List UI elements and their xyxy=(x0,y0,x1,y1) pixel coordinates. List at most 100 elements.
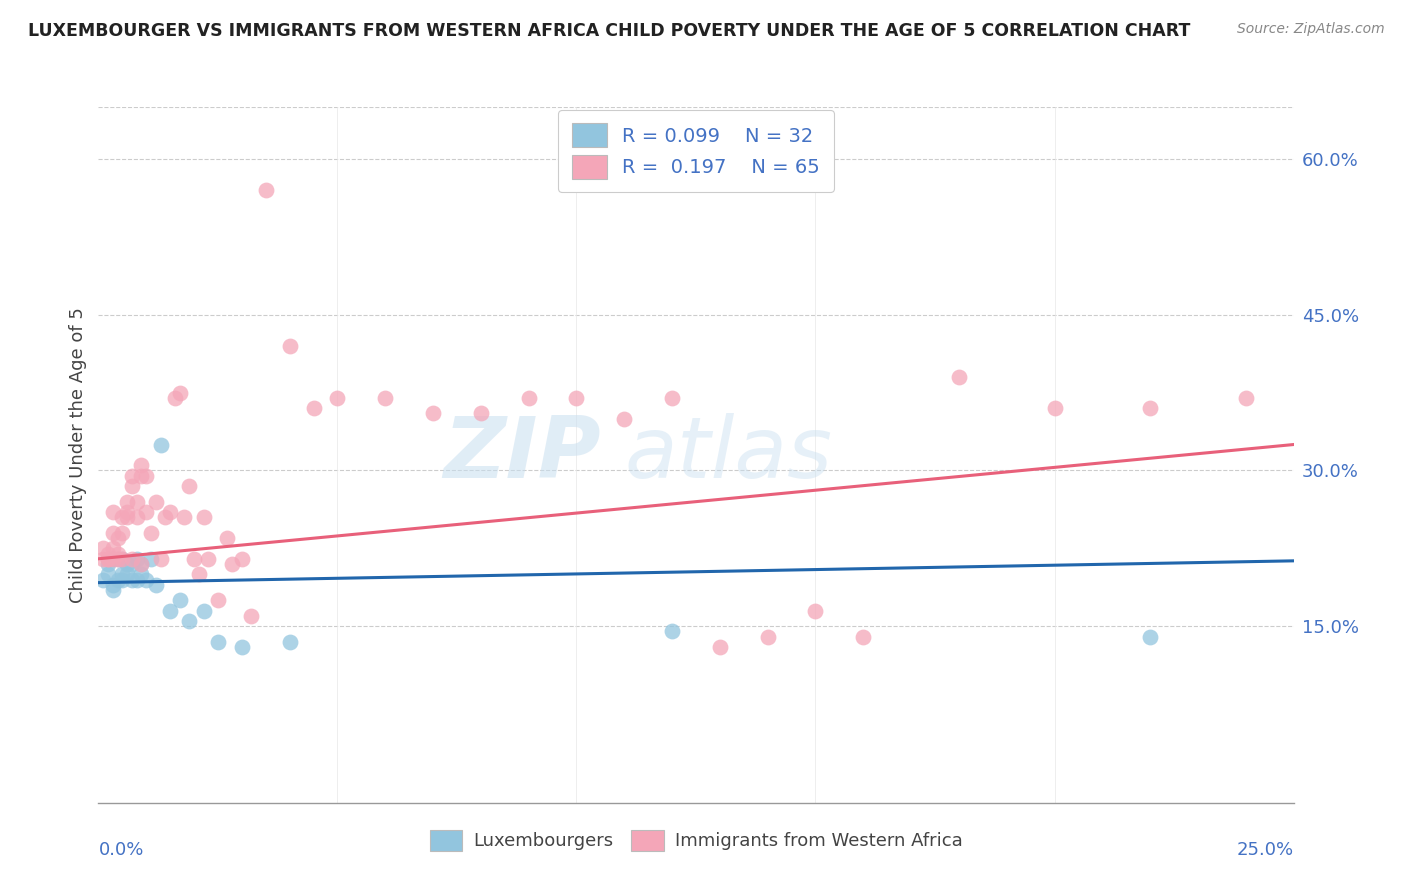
Point xyxy=(111,573,134,587)
Point xyxy=(1139,401,1161,416)
Point xyxy=(374,391,396,405)
Point xyxy=(1139,630,1161,644)
Point xyxy=(125,551,148,566)
Point xyxy=(163,391,186,405)
Point xyxy=(115,567,138,582)
Point xyxy=(91,551,114,566)
Point xyxy=(101,541,124,556)
Point xyxy=(107,573,129,587)
Point xyxy=(131,458,153,473)
Point xyxy=(231,640,253,654)
Point xyxy=(135,505,157,519)
Point xyxy=(159,604,181,618)
Point xyxy=(101,551,124,566)
Point xyxy=(131,557,153,571)
Point xyxy=(240,608,263,623)
Point xyxy=(207,635,229,649)
Point xyxy=(231,551,253,566)
Point xyxy=(91,541,114,556)
Point xyxy=(131,557,153,571)
Point xyxy=(101,505,124,519)
Point xyxy=(193,510,215,524)
Point xyxy=(145,494,167,508)
Point xyxy=(517,391,540,405)
Point xyxy=(111,510,134,524)
Point xyxy=(125,494,148,508)
Point xyxy=(565,391,588,405)
Point xyxy=(111,551,134,566)
Point xyxy=(193,604,215,618)
Point xyxy=(145,578,167,592)
Point xyxy=(179,614,201,628)
Point xyxy=(121,573,143,587)
Point xyxy=(101,525,124,540)
Point xyxy=(139,551,162,566)
Point xyxy=(278,635,301,649)
Y-axis label: Child Poverty Under the Age of 5: Child Poverty Under the Age of 5 xyxy=(69,307,87,603)
Point xyxy=(107,551,129,566)
Point xyxy=(173,510,195,524)
Point xyxy=(101,582,124,597)
Point xyxy=(121,479,143,493)
Point xyxy=(107,531,129,545)
Point xyxy=(115,505,138,519)
Point xyxy=(197,551,219,566)
Point xyxy=(115,557,138,571)
Point xyxy=(183,551,205,566)
Point xyxy=(111,551,134,566)
Point xyxy=(111,567,134,582)
Point xyxy=(149,551,172,566)
Point xyxy=(121,468,143,483)
Point xyxy=(948,370,970,384)
Point xyxy=(107,551,129,566)
Point xyxy=(115,494,138,508)
Point xyxy=(661,391,683,405)
Text: 25.0%: 25.0% xyxy=(1236,841,1294,859)
Point xyxy=(97,551,120,566)
Point xyxy=(159,505,181,519)
Point xyxy=(125,510,148,524)
Point xyxy=(149,437,172,451)
Point xyxy=(131,468,153,483)
Text: LUXEMBOURGER VS IMMIGRANTS FROM WESTERN AFRICA CHILD POVERTY UNDER THE AGE OF 5 : LUXEMBOURGER VS IMMIGRANTS FROM WESTERN … xyxy=(28,22,1191,40)
Text: ZIP: ZIP xyxy=(443,413,600,497)
Point xyxy=(852,630,875,644)
Point xyxy=(326,391,349,405)
Point xyxy=(131,567,153,582)
Point xyxy=(91,573,114,587)
Point xyxy=(1234,391,1257,405)
Point xyxy=(661,624,683,639)
Point xyxy=(97,567,120,582)
Point xyxy=(135,573,157,587)
Point xyxy=(217,531,239,545)
Point xyxy=(756,630,779,644)
Point xyxy=(302,401,325,416)
Point xyxy=(139,525,162,540)
Text: 0.0%: 0.0% xyxy=(98,841,143,859)
Point xyxy=(187,567,209,582)
Point xyxy=(125,573,148,587)
Point xyxy=(155,510,177,524)
Point xyxy=(278,339,301,353)
Point xyxy=(97,551,120,566)
Point xyxy=(470,406,492,420)
Point xyxy=(254,183,277,197)
Legend: Luxembourgers, Immigrants from Western Africa: Luxembourgers, Immigrants from Western A… xyxy=(420,821,972,860)
Point xyxy=(169,385,191,400)
Point xyxy=(111,525,134,540)
Point xyxy=(804,604,827,618)
Point xyxy=(97,557,120,571)
Point xyxy=(107,547,129,561)
Point xyxy=(115,510,138,524)
Point xyxy=(121,551,143,566)
Point xyxy=(101,551,124,566)
Point xyxy=(613,411,636,425)
Point xyxy=(135,468,157,483)
Text: atlas: atlas xyxy=(624,413,832,497)
Point xyxy=(169,593,191,607)
Point xyxy=(422,406,444,420)
Point xyxy=(1043,401,1066,416)
Point xyxy=(179,479,201,493)
Point xyxy=(221,557,243,571)
Point xyxy=(101,578,124,592)
